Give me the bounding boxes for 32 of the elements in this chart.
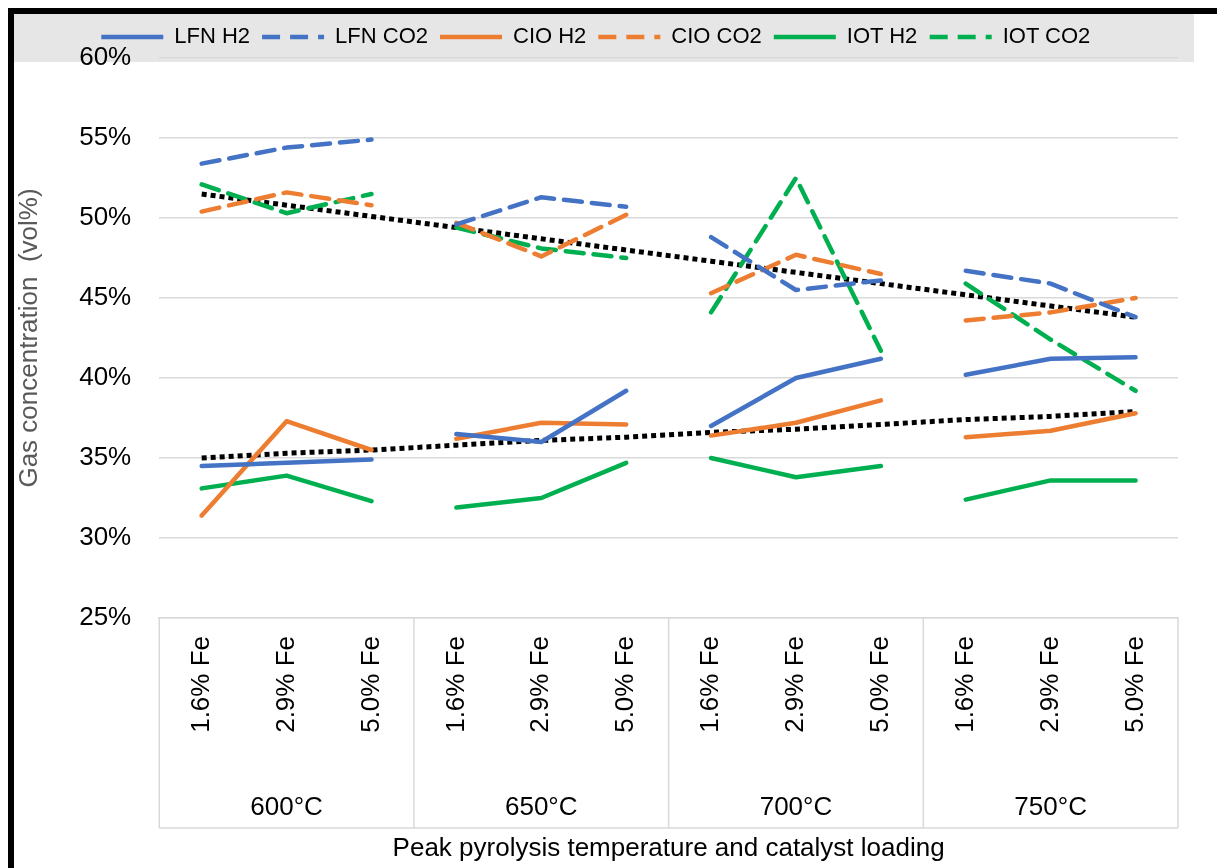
text: 650°C bbox=[504, 791, 578, 822]
y-tick-label: 25% bbox=[79, 601, 132, 632]
text: 600°C bbox=[250, 791, 323, 822]
x-tick-label: 1.6% Fe bbox=[948, 636, 979, 733]
x-axis-title: Peak pyrolysis temperature and catalyst loading bbox=[392, 831, 945, 862]
x-tick-label: 2.9% Fe bbox=[269, 636, 300, 733]
x-tick-label: 5.0% Fe bbox=[1118, 636, 1149, 733]
y-tick-label: 35% bbox=[79, 441, 132, 472]
x-tick-label: 2.9% Fe bbox=[524, 636, 555, 733]
y-tick-label: 45% bbox=[79, 281, 132, 312]
x-tick-label: 1.6% Fe bbox=[694, 636, 725, 733]
y-tick-label: 50% bbox=[79, 201, 132, 232]
text: 750°C bbox=[1014, 791, 1087, 822]
legend-label: IOT CO2 bbox=[1002, 23, 1091, 49]
y-axis-title: Gas concentration (vol%) bbox=[12, 188, 43, 488]
text: 700°C bbox=[759, 791, 833, 822]
x-tick-label: 5.0% Fe bbox=[864, 636, 895, 733]
x-tick-label: 5.0% Fe bbox=[609, 636, 640, 733]
y-tick-label: 55% bbox=[79, 121, 132, 152]
legend-label: CIO H2 bbox=[512, 23, 587, 49]
y-tick-label: 40% bbox=[79, 361, 132, 392]
x-tick-label: 1.6% Fe bbox=[184, 636, 215, 733]
x-tick-label: 2.9% Fe bbox=[779, 636, 810, 733]
legend-label: CIO CO2 bbox=[671, 23, 762, 49]
legend-label: LFN CO2 bbox=[335, 23, 429, 49]
y-tick-label: 60% bbox=[79, 41, 132, 72]
legend-label: IOT H2 bbox=[846, 23, 918, 49]
legend-label: LFN H2 bbox=[174, 23, 251, 49]
y-tick-label: 30% bbox=[79, 521, 132, 552]
x-tick-label: 2.9% Fe bbox=[1033, 636, 1064, 733]
x-tick-label: 5.0% Fe bbox=[354, 636, 385, 733]
x-tick-label: 1.6% Fe bbox=[439, 636, 470, 733]
